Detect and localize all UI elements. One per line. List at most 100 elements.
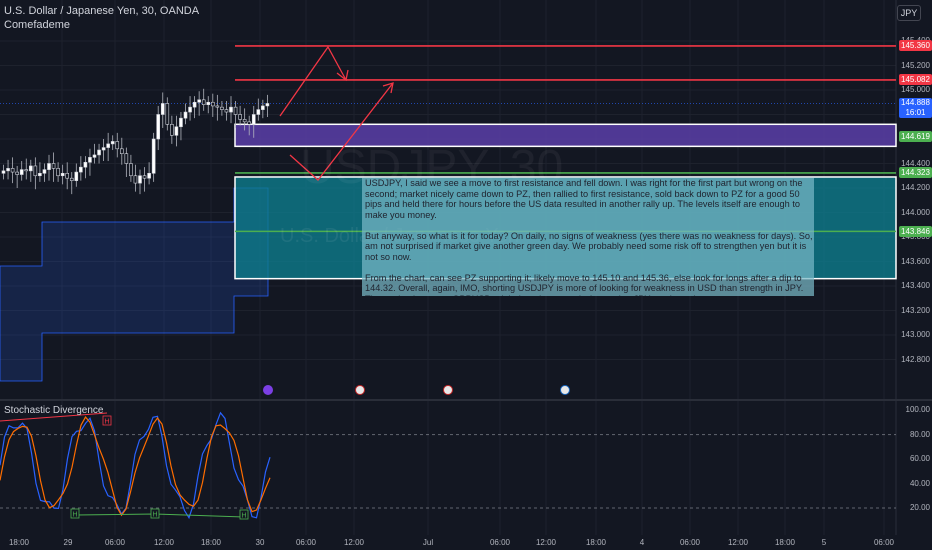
bullish-divergence-line xyxy=(75,513,245,518)
time-tick-label: 06:00 xyxy=(679,538,701,547)
candle-body xyxy=(220,106,224,110)
candle-body xyxy=(24,169,29,172)
candle-body xyxy=(1,170,6,174)
candle-body xyxy=(15,171,19,175)
price-badge: 144.323 xyxy=(899,167,932,179)
candle-body xyxy=(124,153,129,164)
time-tick-label: 18:00 xyxy=(585,538,607,547)
price-tick-label: 143.400 xyxy=(901,281,930,290)
candle-body xyxy=(110,141,115,145)
author-name[interactable]: Comefademe xyxy=(4,19,71,31)
candle-body xyxy=(106,143,110,148)
stoch-tick-label: 40.00 xyxy=(909,478,930,488)
candle-body xyxy=(33,165,38,177)
candle-body xyxy=(79,166,83,173)
time-tick-label: 12:00 xyxy=(153,538,175,547)
chart-header: U.S. Dollar / Japanese Yen, 30, OANDA Co… xyxy=(4,4,199,32)
event-icon[interactable] xyxy=(263,385,273,395)
divergence-label: H xyxy=(104,419,109,426)
candle-body xyxy=(65,173,69,179)
candle-body xyxy=(47,163,51,170)
candle-body xyxy=(174,126,179,136)
price-badge: 144.619 xyxy=(899,131,932,143)
candles xyxy=(1,88,270,195)
candle-body xyxy=(69,177,74,181)
stochastic-pane: H H H H xyxy=(0,411,896,520)
divergence-marker xyxy=(102,415,112,426)
divergence-marker xyxy=(70,508,80,519)
note-paragraph: But anyway, so what is it for today? On … xyxy=(365,230,813,262)
divergence-marker xyxy=(150,508,160,519)
candle-body xyxy=(229,106,233,113)
price-tick-label: 143.600 xyxy=(901,256,930,266)
time-tick-label: 18:00 xyxy=(200,538,222,547)
time-tick-label: 4 xyxy=(639,538,645,547)
price-badge: 143.846 xyxy=(899,225,932,237)
time-tick-label: 29 xyxy=(63,538,73,547)
candle-body xyxy=(10,168,15,173)
candle-body xyxy=(120,148,124,155)
time-tick-label: 06:00 xyxy=(873,538,895,547)
candle-body xyxy=(179,117,183,128)
price-badge: 145.360 xyxy=(899,40,932,52)
candle-body xyxy=(101,147,106,151)
candle-body xyxy=(142,175,147,179)
candle-body xyxy=(238,114,242,120)
flag-icon[interactable] xyxy=(443,385,453,395)
note-paragraph: From the chart, can see PZ supporting it… xyxy=(365,272,804,297)
flag-icon[interactable] xyxy=(355,385,365,395)
candle-body xyxy=(188,106,192,113)
candle-body xyxy=(151,138,156,174)
divergence-label: H xyxy=(72,512,77,519)
stoch-tick-label: 20.00 xyxy=(909,503,930,512)
divergence-marker xyxy=(239,509,249,520)
candle-body xyxy=(261,105,265,110)
candle-body xyxy=(224,109,229,113)
indicator-title[interactable]: Stochastic Divergence xyxy=(4,405,104,416)
candle-body xyxy=(215,105,220,108)
candle-body xyxy=(211,101,215,107)
envelope-band xyxy=(0,187,269,382)
candle-body xyxy=(88,157,92,163)
time-tick-label: 06:00 xyxy=(104,538,126,547)
time-tick-label: 5 xyxy=(821,538,827,547)
candle-body xyxy=(19,169,24,175)
price-tick-label: 145.200 xyxy=(901,60,930,70)
currency-button[interactable]: JPY xyxy=(897,5,921,21)
price-badge-countdown: 16:01 xyxy=(905,108,926,118)
candle-body xyxy=(6,168,10,172)
flag-icon[interactable] xyxy=(560,385,570,395)
candle-body xyxy=(115,141,120,150)
candle-body xyxy=(201,99,206,106)
candle-body xyxy=(197,99,201,103)
price-tick-label: 143.000 xyxy=(901,330,930,339)
symbol-line[interactable]: U.S. Dollar / Japanese Yen, 30, OANDA xyxy=(4,5,200,17)
candle-body xyxy=(92,154,97,158)
arrow-down-path xyxy=(289,82,394,181)
note-paragraph: USDJPY, I said we see a move to first re… xyxy=(365,178,803,220)
candle-body xyxy=(74,171,79,181)
candle-body xyxy=(147,173,151,179)
pivot-zone xyxy=(234,123,897,148)
price-tick-label: 145.000 xyxy=(901,85,930,94)
candle-body xyxy=(233,106,238,115)
divergence-label: H xyxy=(241,513,246,520)
candle-body xyxy=(38,173,42,177)
candle-body xyxy=(160,103,165,115)
price-tick-label: 144.400 xyxy=(901,158,930,168)
candle-body xyxy=(97,149,101,156)
stoch-tick-label: 100.00 xyxy=(905,405,930,415)
candle-body xyxy=(256,109,261,115)
candle-body xyxy=(251,114,256,125)
time-tick-label: Jul xyxy=(422,538,434,547)
stoch-k-line xyxy=(0,411,271,520)
time-tick-label: 12:00 xyxy=(727,538,749,547)
arrow-head xyxy=(382,82,394,94)
bearish-divergence-line xyxy=(0,412,108,422)
time-tick-label: 30 xyxy=(255,538,265,547)
candle-body xyxy=(165,103,170,125)
candle-body xyxy=(129,163,133,177)
stoch-tick-label: 60.00 xyxy=(909,454,930,464)
candle-body xyxy=(138,175,142,184)
time-tick-label: 06:00 xyxy=(489,538,511,547)
